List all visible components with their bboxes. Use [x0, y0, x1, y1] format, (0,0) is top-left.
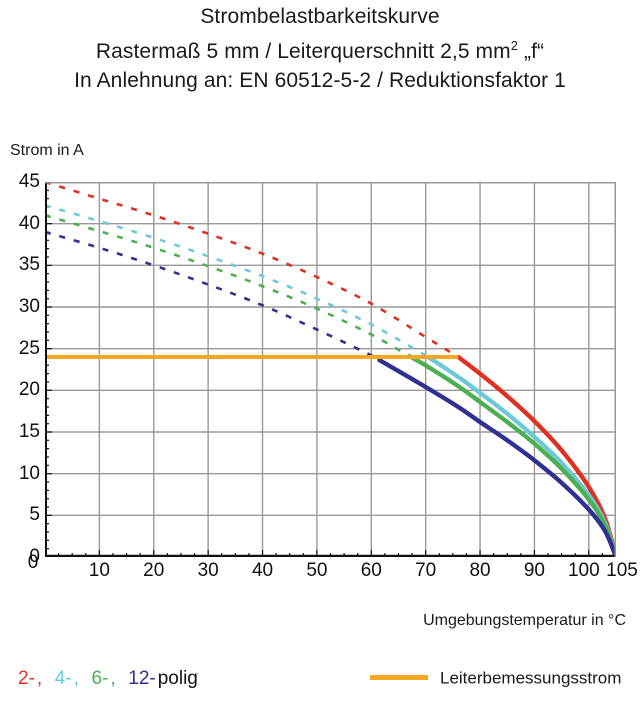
- chart-title-line-2-suffix: „f“: [518, 40, 545, 63]
- chart-title-line-2-superscript: 2: [510, 38, 519, 53]
- y-tick-label: 40: [18, 212, 40, 234]
- y-axis-tick-labels: 0 5 10 15 20 25 30 35 40 45: [0, 172, 40, 566]
- x-tick-label: 10: [88, 560, 110, 581]
- y-tick-label: 5: [29, 504, 40, 526]
- legend-item-6-polig: 6-: [91, 668, 109, 689]
- x-tick-label: 100: [567, 560, 600, 581]
- gridlines: [45, 182, 616, 557]
- x-tick-label: 80: [469, 560, 491, 581]
- legend-item-12-polig: 12-: [128, 668, 156, 689]
- y-tick-label: 35: [18, 254, 40, 276]
- y-tick-label: 15: [18, 421, 40, 442]
- x-tick-label: 20: [143, 560, 165, 581]
- x-axis-tick-labels: 0 10 20 30 40 50 60 70 80 90 100 105: [0, 553, 640, 591]
- chart-title-line-3: In Anlehnung an: EN 60512-5-2 / Reduktio…: [74, 69, 566, 92]
- y-tick-label: 20: [18, 379, 40, 401]
- series-lines: [45, 182, 616, 557]
- x-tick-label: 40: [251, 560, 274, 581]
- legend-item-2-polig: 2-: [18, 668, 35, 689]
- x-tick-label: 60: [360, 560, 382, 581]
- legend-series-entries: 2-, 4-, 6-, 12- polig: [18, 668, 200, 690]
- reference-line-swatch: [370, 674, 428, 680]
- x-axis-label: Umgebungstemperatur in °C: [423, 612, 626, 629]
- chart-canvas: [45, 182, 616, 557]
- x-tick-label: 30: [197, 560, 219, 581]
- y-tick-label: 10: [18, 462, 40, 484]
- chart-title-line-2-text: Rastermaß 5 mm / Leiterquerschnitt 2,5 m…: [95, 40, 511, 63]
- y-tick-label: 25: [18, 337, 40, 359]
- x-tick-label: 50: [306, 560, 328, 581]
- chart-title: Strombelastbarkeitskurve Rastermaß 5 mm …: [0, 2, 640, 95]
- legend-suffix-polig: polig: [157, 668, 198, 689]
- axis-lines: [45, 182, 616, 557]
- y-tick-label: 45: [18, 171, 40, 192]
- y-axis-label: Strom in A: [10, 142, 84, 159]
- chart-legend: 2-, 4-, 6-, 12- polig Leiterbemessungsstr…: [0, 668, 640, 708]
- legend-reference-entry: Leiterbemessungsstrom: [370, 668, 621, 689]
- x-tick-label: 105: [606, 560, 638, 581]
- legend-separator: ,: [36, 668, 53, 689]
- y-tick-label: 30: [18, 296, 40, 317]
- y-tick-label: 0: [29, 546, 40, 567]
- chart-title-line-1: Strombelastbarkeitskurve: [200, 5, 440, 28]
- reference-line-label: Leiterbemessungsstrom: [440, 668, 622, 688]
- legend-separator: ,: [110, 668, 127, 689]
- x-tick-label: 0: [27, 552, 39, 573]
- x-tick-label: 90: [523, 560, 545, 581]
- chart-title-line-2: Rastermaß 5 mm / Leiterquerschnitt 2,5 m…: [0, 31, 640, 66]
- legend-item-4-polig: 4-: [54, 668, 72, 689]
- axis-minor-ticks: [45, 182, 616, 557]
- plot-area: [45, 182, 616, 557]
- legend-separator: ,: [73, 668, 90, 689]
- x-tick-label: 70: [415, 560, 437, 581]
